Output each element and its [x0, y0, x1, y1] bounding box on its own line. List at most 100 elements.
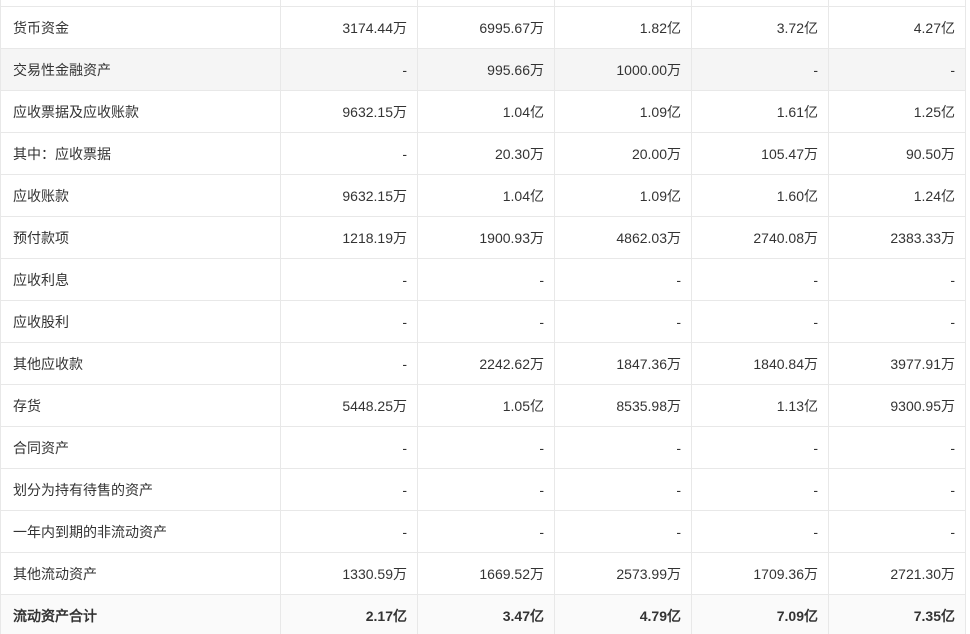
table-row[interactable]: 应收利息 - - - - - [1, 259, 966, 301]
table-row[interactable]: 应收股利 - - - - - [1, 301, 966, 343]
table-row[interactable]: 一年内到期的非流动资产 - - - - - [1, 511, 966, 553]
row-value: 1840.84万 [692, 343, 829, 384]
row-value: 1.60亿 [692, 175, 829, 216]
row-value: 20.30万 [418, 133, 555, 174]
row-value: - [281, 49, 418, 90]
row-value: - [281, 343, 418, 384]
row-value: 4.79亿 [555, 595, 692, 634]
row-label: 应收利息 [1, 259, 281, 300]
row-label: 交易性金融资产 [1, 49, 281, 90]
row-value: 995.66万 [418, 49, 555, 90]
row-label: 应收账款 [1, 175, 281, 216]
row-value: 1.61亿 [692, 91, 829, 132]
row-value: 2721.30万 [829, 553, 966, 594]
row-value: - [555, 259, 692, 300]
row-label: 预付款项 [1, 217, 281, 258]
row-value: 2740.08万 [692, 217, 829, 258]
row-value: 2383.33万 [829, 217, 966, 258]
row-value: 1900.93万 [418, 217, 555, 258]
row-value: - [692, 511, 829, 552]
table-row[interactable]: 其中：应收票据 -20.30万 20.00万 105.47万 90.50万 [1, 133, 966, 175]
row-value: 3174.44万 [281, 7, 418, 48]
table-row[interactable]: 合同资产 - - - - - [1, 427, 966, 469]
row-label: 其中：应收票据 [1, 133, 281, 174]
row-label: 存货 [1, 385, 281, 426]
row-value: 1669.52万 [418, 553, 555, 594]
row-value: 2242.62万 [418, 343, 555, 384]
table-body: 货币资金 3174.44万 6995.67万 1.82亿 3.72亿 4.27亿 交易性金融… [1, 7, 966, 634]
row-value: - [418, 469, 555, 510]
row-label: 应收票据及应收账款 [1, 91, 281, 132]
row-value: 9632.15万 [281, 91, 418, 132]
row-value: - [829, 259, 966, 300]
row-label: 流动资产合计 [1, 595, 281, 634]
row-value: 1847.36万 [555, 343, 692, 384]
row-value: 2.17亿 [281, 595, 418, 634]
row-value: 1218.19万 [281, 217, 418, 258]
row-value: 1.09亿 [555, 175, 692, 216]
row-value: - [692, 469, 829, 510]
row-value: - [829, 49, 966, 90]
row-value: - [692, 259, 829, 300]
row-label: 其他应收款 [1, 343, 281, 384]
row-value: 1709.36万 [692, 553, 829, 594]
table-row[interactable]: 其他流动资产 1330.59万 1669.52万 2573.99万 1709.36万 27… [1, 553, 966, 595]
table-row[interactable]: 应收账款 9632.15万 1.04亿 1.09亿 1.60亿 1.24亿 [1, 175, 966, 217]
row-value: 3977.91万 [829, 343, 966, 384]
table-row[interactable]: 其他应收款 -2242.62万 1847.36万 1840.84万 3977.91万 [1, 343, 966, 385]
remnant-cell [555, 0, 692, 6]
table-row-total[interactable]: 流动资产合计 2.17亿 3.47亿 4.79亿 7.09亿 7.35亿 [1, 595, 966, 634]
row-value: 5448.25万 [281, 385, 418, 426]
row-value: 7.09亿 [692, 595, 829, 634]
row-value: - [829, 469, 966, 510]
row-value: 3.47亿 [418, 595, 555, 634]
row-label: 一年内到期的非流动资产 [1, 511, 281, 552]
table-row[interactable]: 交易性金融资产 -995.66万 1000.00万 - - [1, 49, 966, 91]
row-value: 90.50万 [829, 133, 966, 174]
row-value: 1330.59万 [281, 553, 418, 594]
table-row[interactable]: 应收票据及应收账款 9632.15万 1.04亿 1.09亿 1.61亿 1.25亿 [1, 91, 966, 133]
row-value: - [281, 301, 418, 342]
row-value: 1.09亿 [555, 91, 692, 132]
row-label: 划分为持有待售的资产 [1, 469, 281, 510]
row-value: 1.82亿 [555, 7, 692, 48]
row-value: 105.47万 [692, 133, 829, 174]
row-label: 其他流动资产 [1, 553, 281, 594]
row-value: - [555, 469, 692, 510]
remnant-cell [829, 0, 966, 6]
row-value: - [281, 133, 418, 174]
row-value: 7.35亿 [829, 595, 966, 634]
remnant-cell [1, 0, 281, 6]
row-value: - [281, 469, 418, 510]
row-value: 9632.15万 [281, 175, 418, 216]
table-row[interactable]: 划分为持有待售的资产 - - - - - [1, 469, 966, 511]
row-value: - [281, 427, 418, 468]
row-value: - [418, 427, 555, 468]
row-value: 1.25亿 [829, 91, 966, 132]
table-row[interactable]: 预付款项 1218.19万 1900.93万 4862.03万 2740.08万 2383… [1, 217, 966, 259]
row-label: 应收股利 [1, 301, 281, 342]
table-row[interactable]: 货币资金 3174.44万 6995.67万 1.82亿 3.72亿 4.27亿 [1, 7, 966, 49]
row-value: - [555, 427, 692, 468]
row-value: 4862.03万 [555, 217, 692, 258]
row-value: - [829, 427, 966, 468]
table-row[interactable]: 存货 5448.25万 1.05亿 8535.98万 1.13亿 9300.95万 [1, 385, 966, 427]
row-value: 2573.99万 [555, 553, 692, 594]
row-value: 8535.98万 [555, 385, 692, 426]
row-value: - [555, 511, 692, 552]
row-value: - [692, 427, 829, 468]
row-value: - [829, 511, 966, 552]
row-value: 1.24亿 [829, 175, 966, 216]
previous-row-remnant [1, 0, 966, 7]
row-value: 4.27亿 [829, 7, 966, 48]
row-value: 1000.00万 [555, 49, 692, 90]
row-label: 合同资产 [1, 427, 281, 468]
remnant-cell [692, 0, 829, 6]
row-value: - [418, 511, 555, 552]
row-value: 1.13亿 [692, 385, 829, 426]
row-label: 货币资金 [1, 7, 281, 48]
row-value: - [418, 259, 555, 300]
row-value: - [692, 49, 829, 90]
row-value: - [281, 259, 418, 300]
remnant-cell [281, 0, 418, 6]
